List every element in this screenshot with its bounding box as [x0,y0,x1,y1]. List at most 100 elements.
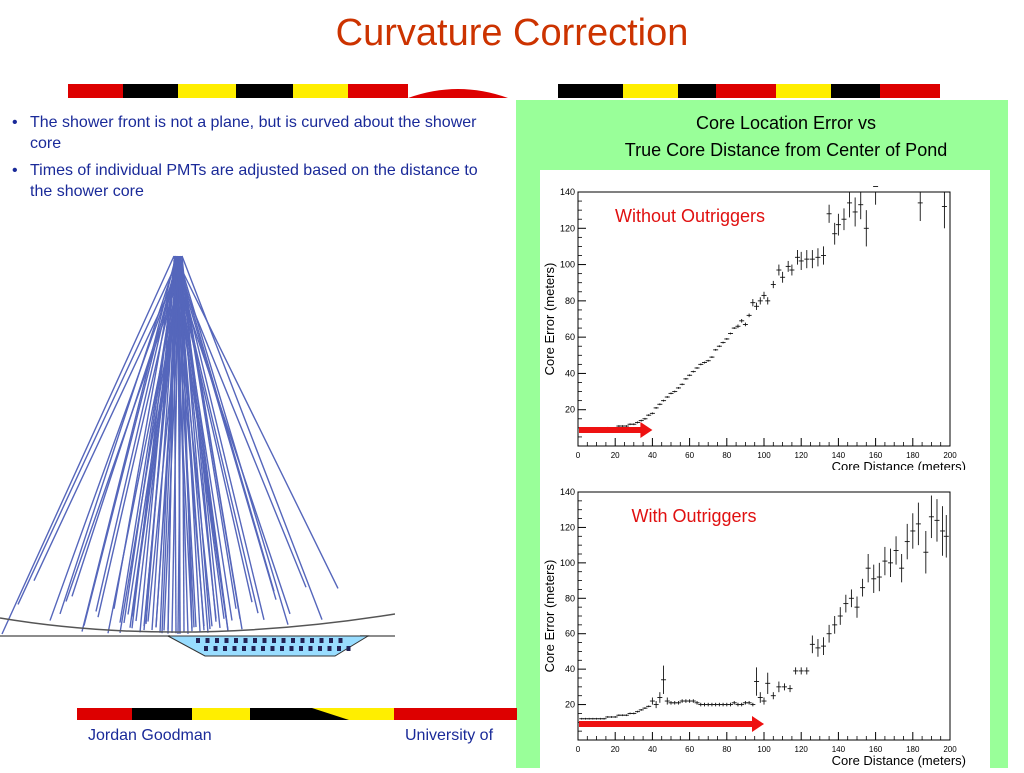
y-tick-label: 40 [565,368,575,378]
data-point [612,716,618,718]
x-tick-label: 80 [722,451,731,460]
data-point [657,403,663,406]
pmt [337,646,341,651]
data-point [724,338,730,340]
y-tick-label: 60 [565,629,575,639]
data-point [785,260,791,272]
data-point [646,705,652,708]
y-tick-label: 100 [560,260,575,270]
data-point [770,280,776,289]
x-tick-label: 80 [722,745,731,754]
pmt [205,638,210,643]
data-point [750,299,756,307]
data-point [865,554,871,583]
pmt [329,638,333,643]
panel-title: Core Location Error vs [516,110,1024,137]
data-point [731,327,737,329]
data-point [794,250,800,265]
shower-line [95,255,179,612]
data-point [826,624,832,643]
pmt [270,646,275,651]
data-point [746,701,752,705]
pmt [289,646,294,651]
data-point [837,607,843,625]
data-point [804,667,810,675]
shower-line [173,267,193,629]
series-annotation: Without Outriggers [615,206,765,226]
pmt [243,638,248,643]
data-point [709,356,715,359]
data-point [832,222,838,245]
data-point [915,502,921,546]
data-point [843,594,849,613]
pmt [251,646,256,651]
data-point [690,699,696,703]
shower-line [167,259,176,634]
data-point [852,197,858,227]
y-tick-label: 140 [560,187,575,197]
x-tick-label: 140 [832,451,846,460]
data-point [690,370,696,373]
pmt [299,646,303,651]
x-tick-label: 0 [576,451,581,460]
y-tick-label: 80 [565,593,575,603]
data-point [642,707,648,709]
data-point [649,412,655,415]
data-point [928,495,934,539]
shower-line [59,263,176,615]
data-point [638,709,644,711]
shower-line [176,259,229,632]
x-tick-label: 180 [906,451,920,460]
data-point [720,341,726,344]
data-point [943,515,949,558]
data-point [787,685,793,693]
data-point [934,499,940,542]
data-point [746,313,752,318]
shower-line [107,259,183,634]
data-point [873,186,879,205]
shower-line [178,259,289,625]
pmt [272,638,276,643]
data-point [776,264,782,276]
pmt [346,646,351,651]
data-point [623,425,629,427]
data-point [798,667,804,675]
data-point [731,701,737,705]
shower-line [173,255,213,627]
pmt [280,646,284,651]
x-tick-label: 200 [943,745,957,754]
panel-background-left [516,100,542,768]
x-tick-label: 60 [685,745,694,754]
plot-with-outriggers-box: 0 20 40 60 80 100 120 140 160 180 200 20 40 60 80 100 12… [540,470,990,768]
data-point [653,406,659,409]
data-point [804,250,810,269]
shower-line [176,267,225,619]
x-tick-label: 40 [648,745,657,754]
data-point [701,361,707,364]
shower-line [119,263,178,623]
data-point [858,192,864,220]
x-axis-label: Core Distance (meters) [832,753,966,768]
shower-lines [1,255,339,635]
data-point [754,302,760,310]
data-point [687,374,693,377]
slide-title: Curvature Correction [335,12,689,54]
data-point [694,701,700,705]
pmt [291,638,295,643]
pmt [213,646,218,651]
data-point [728,332,734,335]
shower-diagram [0,255,395,657]
y-tick-label: 40 [565,664,575,674]
data-point [848,589,854,608]
bullet-item: Times of individual PMTs are adjusted ba… [10,160,500,202]
data-point [765,672,771,694]
pmt [308,646,313,651]
panel-background-right [990,100,1008,768]
data-point [649,697,655,705]
y-tick-label: 120 [560,522,575,532]
data-point [893,536,899,565]
data-point [876,562,882,592]
data-point [631,423,637,426]
pmt [318,646,322,651]
data-point [661,665,667,694]
